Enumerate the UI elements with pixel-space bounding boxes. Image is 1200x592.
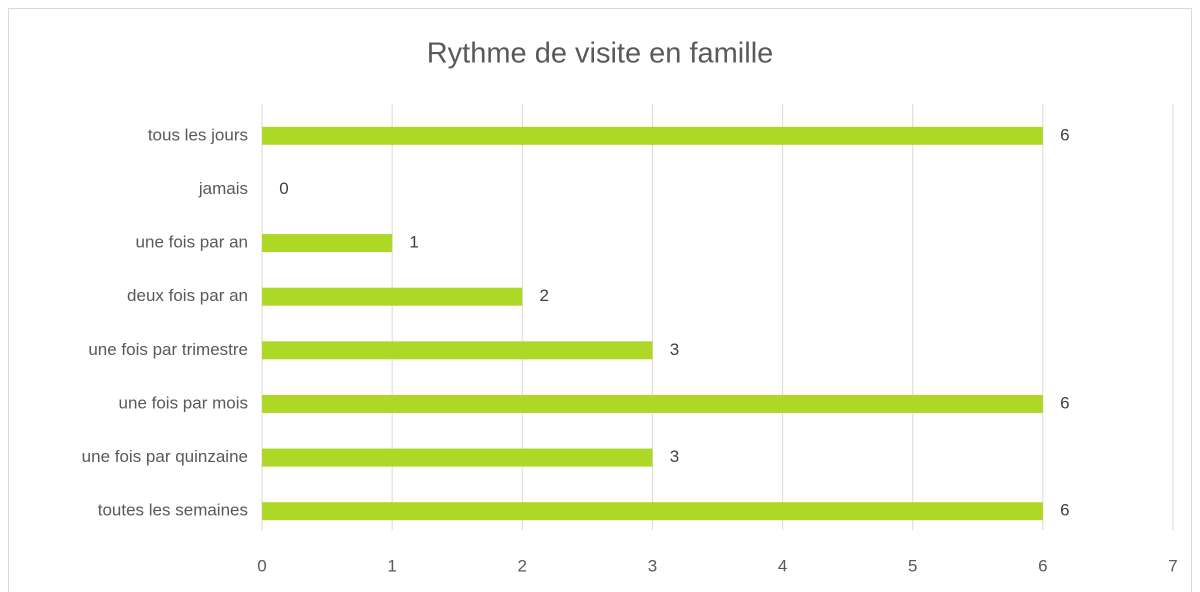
value-label: 6: [1060, 125, 1069, 144]
y-tick-label: une fois par an: [136, 233, 248, 252]
y-tick-label: une fois par trimestre: [88, 340, 248, 359]
x-tick-label: 0: [257, 556, 266, 575]
bar: [262, 234, 393, 253]
value-label: 3: [670, 447, 679, 466]
chart-frame: [8, 8, 1192, 592]
y-tick-label: une fois par quinzaine: [82, 447, 248, 466]
x-tick-label: 5: [908, 556, 917, 575]
chart-title: Rythme de visite en famille: [427, 38, 774, 70]
value-label: 1: [409, 233, 418, 252]
bar: [262, 341, 653, 360]
x-tick-label: 7: [1168, 556, 1177, 575]
x-tick-label: 6: [1038, 556, 1047, 575]
bar: [262, 287, 523, 306]
x-tick-label: 4: [778, 556, 787, 575]
bar: [262, 394, 1043, 413]
value-label: 0: [279, 179, 288, 198]
y-tick-label: toutes les semaines: [98, 501, 248, 520]
bar: [262, 126, 1043, 145]
value-label: 3: [670, 340, 679, 359]
x-tick-label: 2: [518, 556, 527, 575]
bar: [262, 448, 653, 467]
y-tick-label: jamais: [198, 179, 248, 198]
y-tick-label: deux fois par an: [127, 286, 248, 305]
x-tick-label: 1: [387, 556, 396, 575]
bar: [262, 502, 1043, 521]
value-label: 6: [1060, 501, 1069, 520]
value-label: 2: [540, 286, 549, 305]
value-label: 6: [1060, 393, 1069, 412]
y-tick-label: une fois par mois: [119, 393, 248, 412]
y-tick-label: tous les jours: [148, 125, 248, 144]
x-tick-label: 3: [648, 556, 657, 575]
